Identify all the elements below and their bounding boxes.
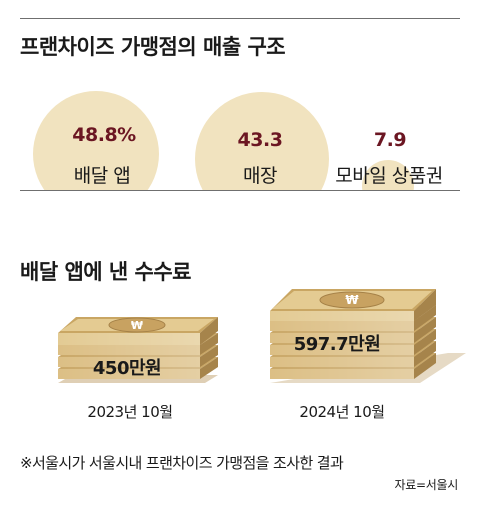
bubble-category-label: 매장	[243, 165, 277, 187]
money-top-bill: ₩	[270, 289, 436, 311]
top-rule	[20, 18, 460, 19]
money-stack-2024: ₩ 597.7만원	[270, 289, 466, 383]
section1-title: 프랜차이즈 가맹점의 매출 구조	[20, 35, 286, 59]
category-label-2023: 2023년 10월	[87, 403, 173, 421]
won-sign-icon: ₩	[131, 319, 143, 332]
bubble-category-label: 배달 앱	[73, 165, 131, 187]
bar-value-label: 597.7만원	[294, 334, 381, 355]
bubble-value-label: 7.9	[373, 129, 407, 151]
bubble-value-label: 48.8%	[72, 124, 136, 146]
money-top-bill: ₩	[58, 317, 218, 333]
bubble-baseline	[20, 190, 460, 191]
footnote: ※서울시가 서울시내 프랜차이즈 가맹점을 조사한 결과	[20, 454, 344, 472]
won-sign-icon: ₩	[345, 293, 359, 307]
money-stack-chart: ₩ 450만원	[58, 289, 466, 383]
source-credit: 자료=서울시	[394, 478, 459, 492]
category-label-2024: 2024년 10월	[299, 403, 385, 421]
bubble-mask	[0, 191, 480, 251]
section2-title: 배달 앱에 낸 수수료	[20, 260, 192, 284]
money-stack-2023: ₩ 450만원	[58, 317, 218, 383]
bubble-category-label: 모바일 상품권	[335, 165, 443, 187]
bar-value-label: 450만원	[93, 358, 161, 379]
bubble-value-label: 43.3	[237, 129, 283, 151]
